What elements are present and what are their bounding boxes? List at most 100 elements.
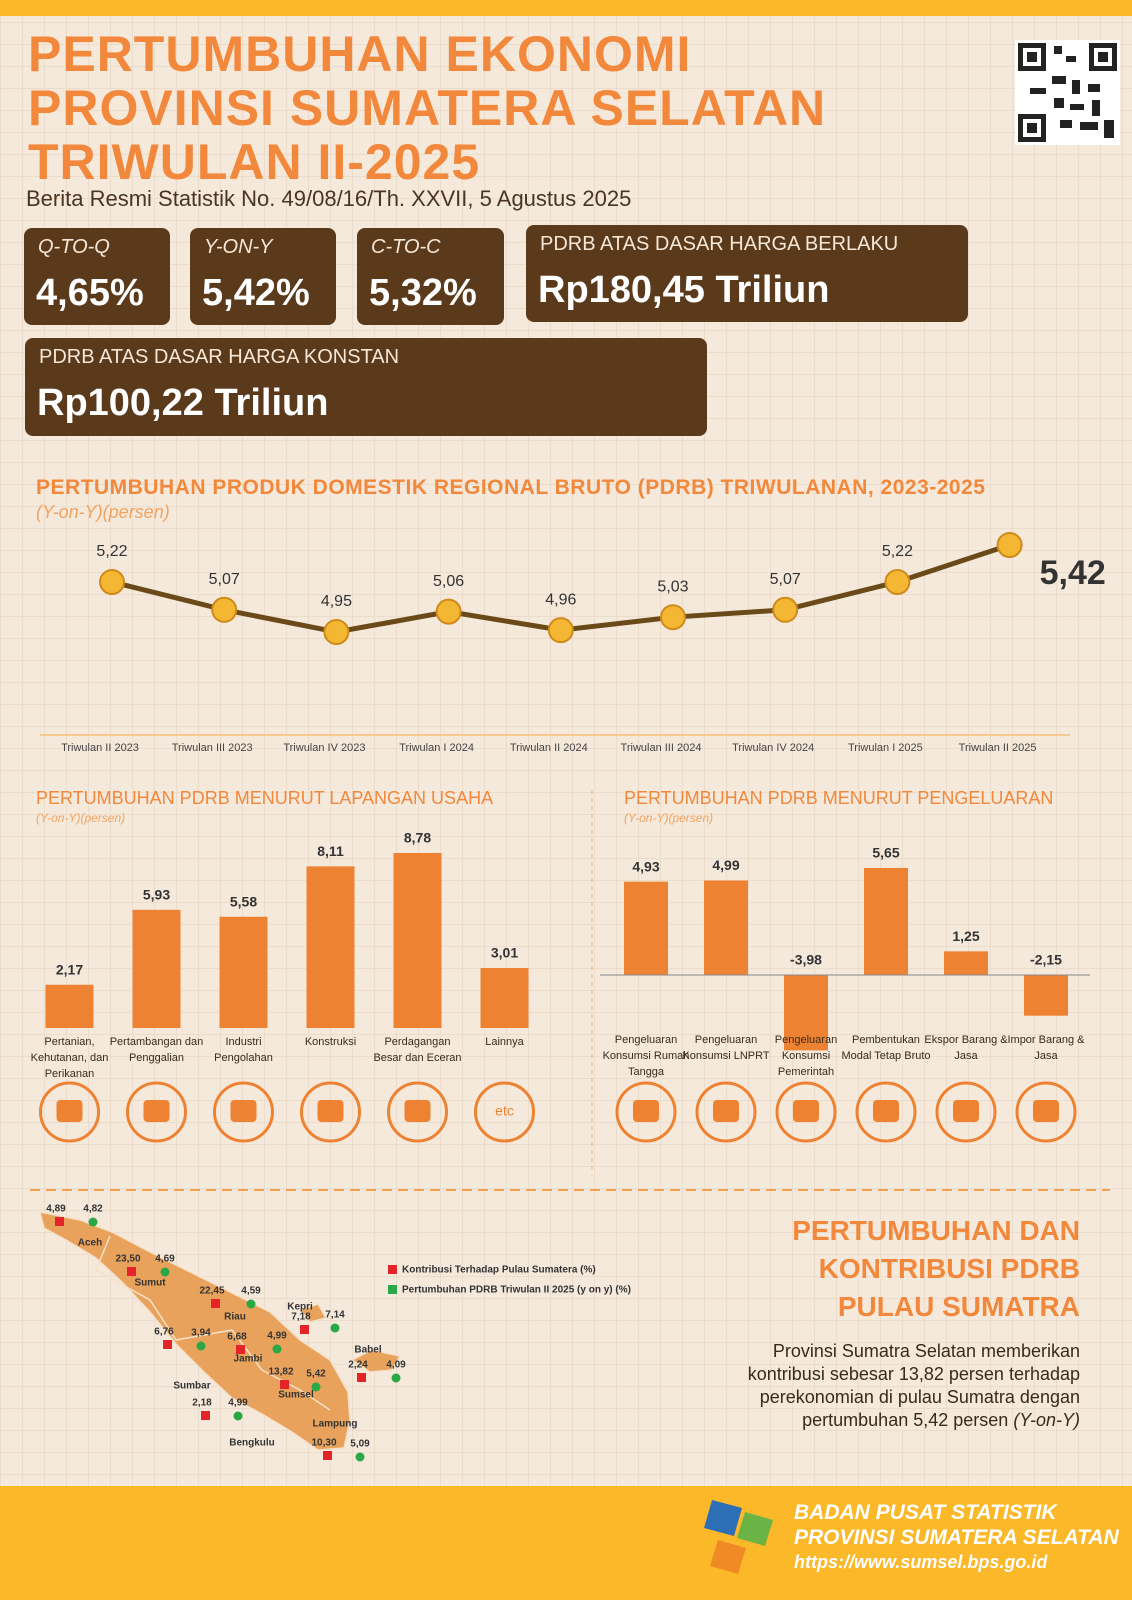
bar — [45, 984, 94, 1028]
growth-marker — [311, 1382, 321, 1392]
value-label: 5,22 — [96, 543, 127, 560]
contribution-label: 22,45 — [199, 1286, 224, 1297]
category-label: Pembentukan Modal Tetap Bruto — [841, 1034, 931, 1062]
growth-label: 7,14 — [325, 1310, 345, 1321]
footer-text: BADAN PUSAT STATISTIK PROVINSI SUMATERA … — [794, 1500, 1119, 1575]
stat-label: C-TO-C — [371, 236, 441, 258]
contribution-label: 7,18 — [291, 1312, 311, 1323]
province-name: Sumsel — [278, 1390, 314, 1401]
category-icon — [615, 1081, 677, 1143]
growth-marker — [391, 1373, 401, 1383]
bar — [624, 881, 668, 975]
bar — [393, 853, 442, 1028]
icon-glyph — [873, 1100, 899, 1122]
value-label: 8,78 — [404, 830, 431, 846]
stat-box: PDRB ATAS DASAR HARGA KONSTAN Rp100,22 Tr… — [25, 338, 707, 436]
contribution-marker — [300, 1325, 309, 1334]
icon-glyph — [404, 1100, 431, 1122]
chart-subtitle: (Y-on-Y)(persen) — [36, 502, 170, 522]
map-title: PERTUMBUHAN DAN KONTRIBUSI PDRB PULAU SU… — [792, 1212, 1080, 1326]
category-icon — [300, 1081, 361, 1143]
bar — [704, 880, 748, 975]
map-title-line: PULAU SUMATRA — [837, 1291, 1080, 1322]
footer-logo — [704, 1500, 773, 1574]
chart-title: PERTUMBUHAN PDRB MENURUT LAPANGAN USAHA — [36, 788, 494, 808]
chart-subtitle: (Y-on-Y)(persen) — [624, 811, 714, 825]
province-name: Riau — [224, 1312, 246, 1323]
category-label: Ekspor Barang & Jasa — [924, 1034, 1008, 1062]
stat-value: 5,32% — [369, 272, 477, 314]
category-icon — [935, 1081, 997, 1143]
stat-value: Rp100,22 Triliun — [37, 382, 329, 424]
legend-swatch — [388, 1265, 397, 1274]
top-bar — [0, 0, 1132, 16]
coin-marker — [884, 569, 911, 596]
value-label: 3,01 — [491, 945, 518, 961]
value-label: 5,42 — [1040, 554, 1106, 592]
value-label: 4,99 — [712, 857, 739, 873]
chart-title: PERTUMBUHAN PDRB MENURUT PENGELUARAN — [624, 788, 1054, 808]
qr-code — [1015, 40, 1120, 145]
growth-label: 3,94 — [191, 1328, 211, 1339]
stat-label: PDRB ATAS DASAR HARGA KONSTAN — [39, 346, 400, 368]
growth-label: 4,99 — [228, 1398, 248, 1409]
value-label: 5,03 — [657, 578, 688, 595]
sumatra-map — [38, 1211, 402, 1451]
value-label: 4,95 — [321, 593, 352, 610]
value-label: 2,17 — [56, 961, 83, 977]
value-label: 8,11 — [317, 843, 344, 859]
coin-marker — [211, 596, 238, 623]
province-name: Sumut — [134, 1278, 166, 1289]
category-icon — [213, 1081, 274, 1143]
icon-glyph — [56, 1100, 83, 1122]
icon-glyph — [230, 1100, 257, 1122]
map-text-note: (Y-on-Y) — [1013, 1410, 1080, 1430]
province-name: Aceh — [78, 1238, 102, 1249]
subtitle: Berita Resmi Statistik No. 49/08/16/Th. … — [26, 186, 632, 211]
province-name: Babel — [354, 1345, 381, 1356]
contribution-label: 13,82 — [268, 1367, 293, 1378]
value-label: -3,98 — [790, 952, 822, 968]
contribution-label: 10,30 — [311, 1438, 336, 1449]
bar — [132, 909, 181, 1028]
icon-glyph — [143, 1100, 170, 1122]
contribution-label: 2,18 — [192, 1398, 212, 1409]
category-label: Industri Pengolahan — [214, 1036, 273, 1064]
icon-glyph — [633, 1100, 659, 1122]
bar — [944, 951, 988, 975]
icon-glyph — [317, 1100, 344, 1122]
icon-glyph — [953, 1100, 979, 1122]
growth-label: 4,99 — [267, 1331, 287, 1342]
stat-value: Rp180,45 Triliun — [538, 269, 830, 311]
stat-box: C-TO-C 5,32% — [357, 228, 504, 325]
coin-marker — [772, 596, 799, 623]
stat-box: PDRB ATAS DASAR HARGA BERLAKU Rp180,45 Tr… — [526, 225, 968, 322]
contribution-marker — [163, 1340, 172, 1349]
contribution-label: 4,89 — [46, 1204, 66, 1215]
value-label: 5,06 — [433, 573, 464, 590]
value-label: 5,65 — [872, 845, 899, 861]
legend-label: Kontribusi Terhadap Pulau Sumatera (%) — [402, 1265, 596, 1276]
footer-url: https://www.sumsel.bps.go.id — [794, 1552, 1048, 1572]
contribution-label: 2,24 — [348, 1360, 368, 1371]
coin-marker — [435, 598, 462, 625]
category-label: Impor Barang & Jasa — [1007, 1034, 1085, 1062]
growth-marker — [88, 1217, 98, 1227]
bar — [219, 916, 268, 1028]
icon-text: etc — [495, 1103, 514, 1119]
category-label: Konstruksi — [304, 1036, 357, 1048]
value-label: 5,58 — [230, 893, 257, 909]
growth-marker — [330, 1323, 340, 1333]
category-icon — [695, 1081, 757, 1143]
bar — [864, 868, 908, 975]
category-label: Pengeluaran Konsumsi Rumah Tangga — [602, 1034, 690, 1078]
title-line: PROVINSI SUMATERA SELATAN — [28, 80, 827, 136]
stat-value: 5,42% — [202, 272, 310, 314]
map-title-line: KONTRIBUSI PDRB — [818, 1253, 1080, 1284]
contribution-label: 6,76 — [154, 1327, 174, 1338]
contribution-marker — [211, 1299, 220, 1308]
value-label: 5,93 — [143, 887, 170, 903]
category-icon — [126, 1081, 187, 1143]
icon-glyph — [713, 1100, 739, 1122]
growth-marker — [233, 1411, 243, 1421]
